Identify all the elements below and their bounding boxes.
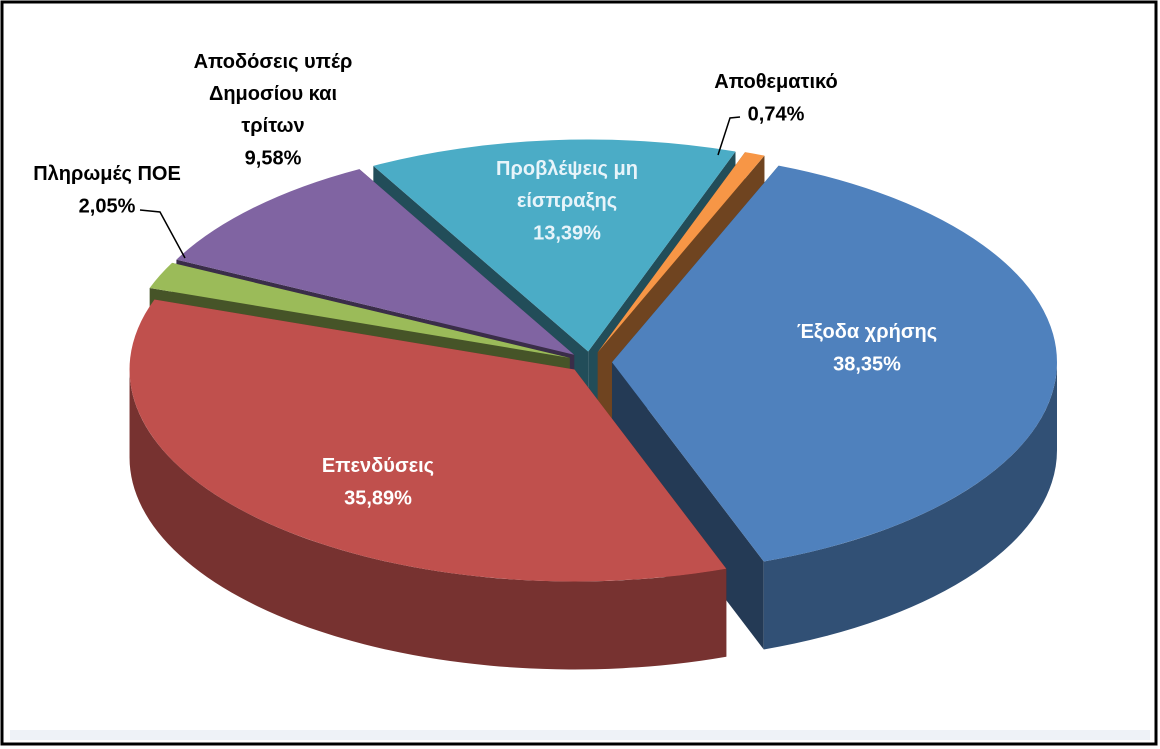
label-line: Αποθεματικό (714, 71, 837, 93)
category-label: Επενδύσεις (322, 455, 434, 477)
slice (129, 299, 727, 582)
value-label: 38,35% (833, 353, 901, 375)
leader-line (717, 116, 741, 156)
category-label: Προβλέψεις μη είσπραξης (496, 158, 638, 212)
label-line: Δημοσίου και (209, 83, 337, 105)
value-label: 9,58% (245, 147, 302, 169)
slice (149, 262, 570, 358)
value-label: 2,05% (79, 195, 136, 217)
slice-side (763, 362, 1057, 650)
label-line: Προβλέψεις μη (496, 158, 638, 180)
label-line: Πληρωμές ΠΟΕ (33, 163, 181, 185)
value-label: 13,39% (533, 222, 601, 244)
label-line: Έξοδα χρήσης (797, 321, 937, 343)
label-line: είσπραξης (517, 190, 617, 212)
label-line: τρίτων (241, 115, 304, 137)
frame-strip (10, 730, 1150, 740)
value-label: 35,89% (344, 487, 412, 509)
leader-line (139, 209, 186, 259)
slice (597, 152, 765, 353)
label-line: Επενδύσεις (322, 455, 434, 477)
category-label: Έξοδα χρήσης (797, 321, 937, 343)
category-label: Αποδόσεις υπέρ Δημοσίου και τρίτων (194, 51, 353, 137)
slice-side (129, 369, 727, 670)
category-label: Πληρωμές ΠΟΕ (33, 163, 181, 185)
slice (611, 165, 1057, 562)
value-label: 0,74% (748, 103, 805, 125)
slice (176, 169, 575, 355)
slice (373, 139, 736, 352)
category-label: Αποθεματικό (714, 71, 837, 93)
label-line: Αποδόσεις υπέρ (194, 51, 353, 73)
